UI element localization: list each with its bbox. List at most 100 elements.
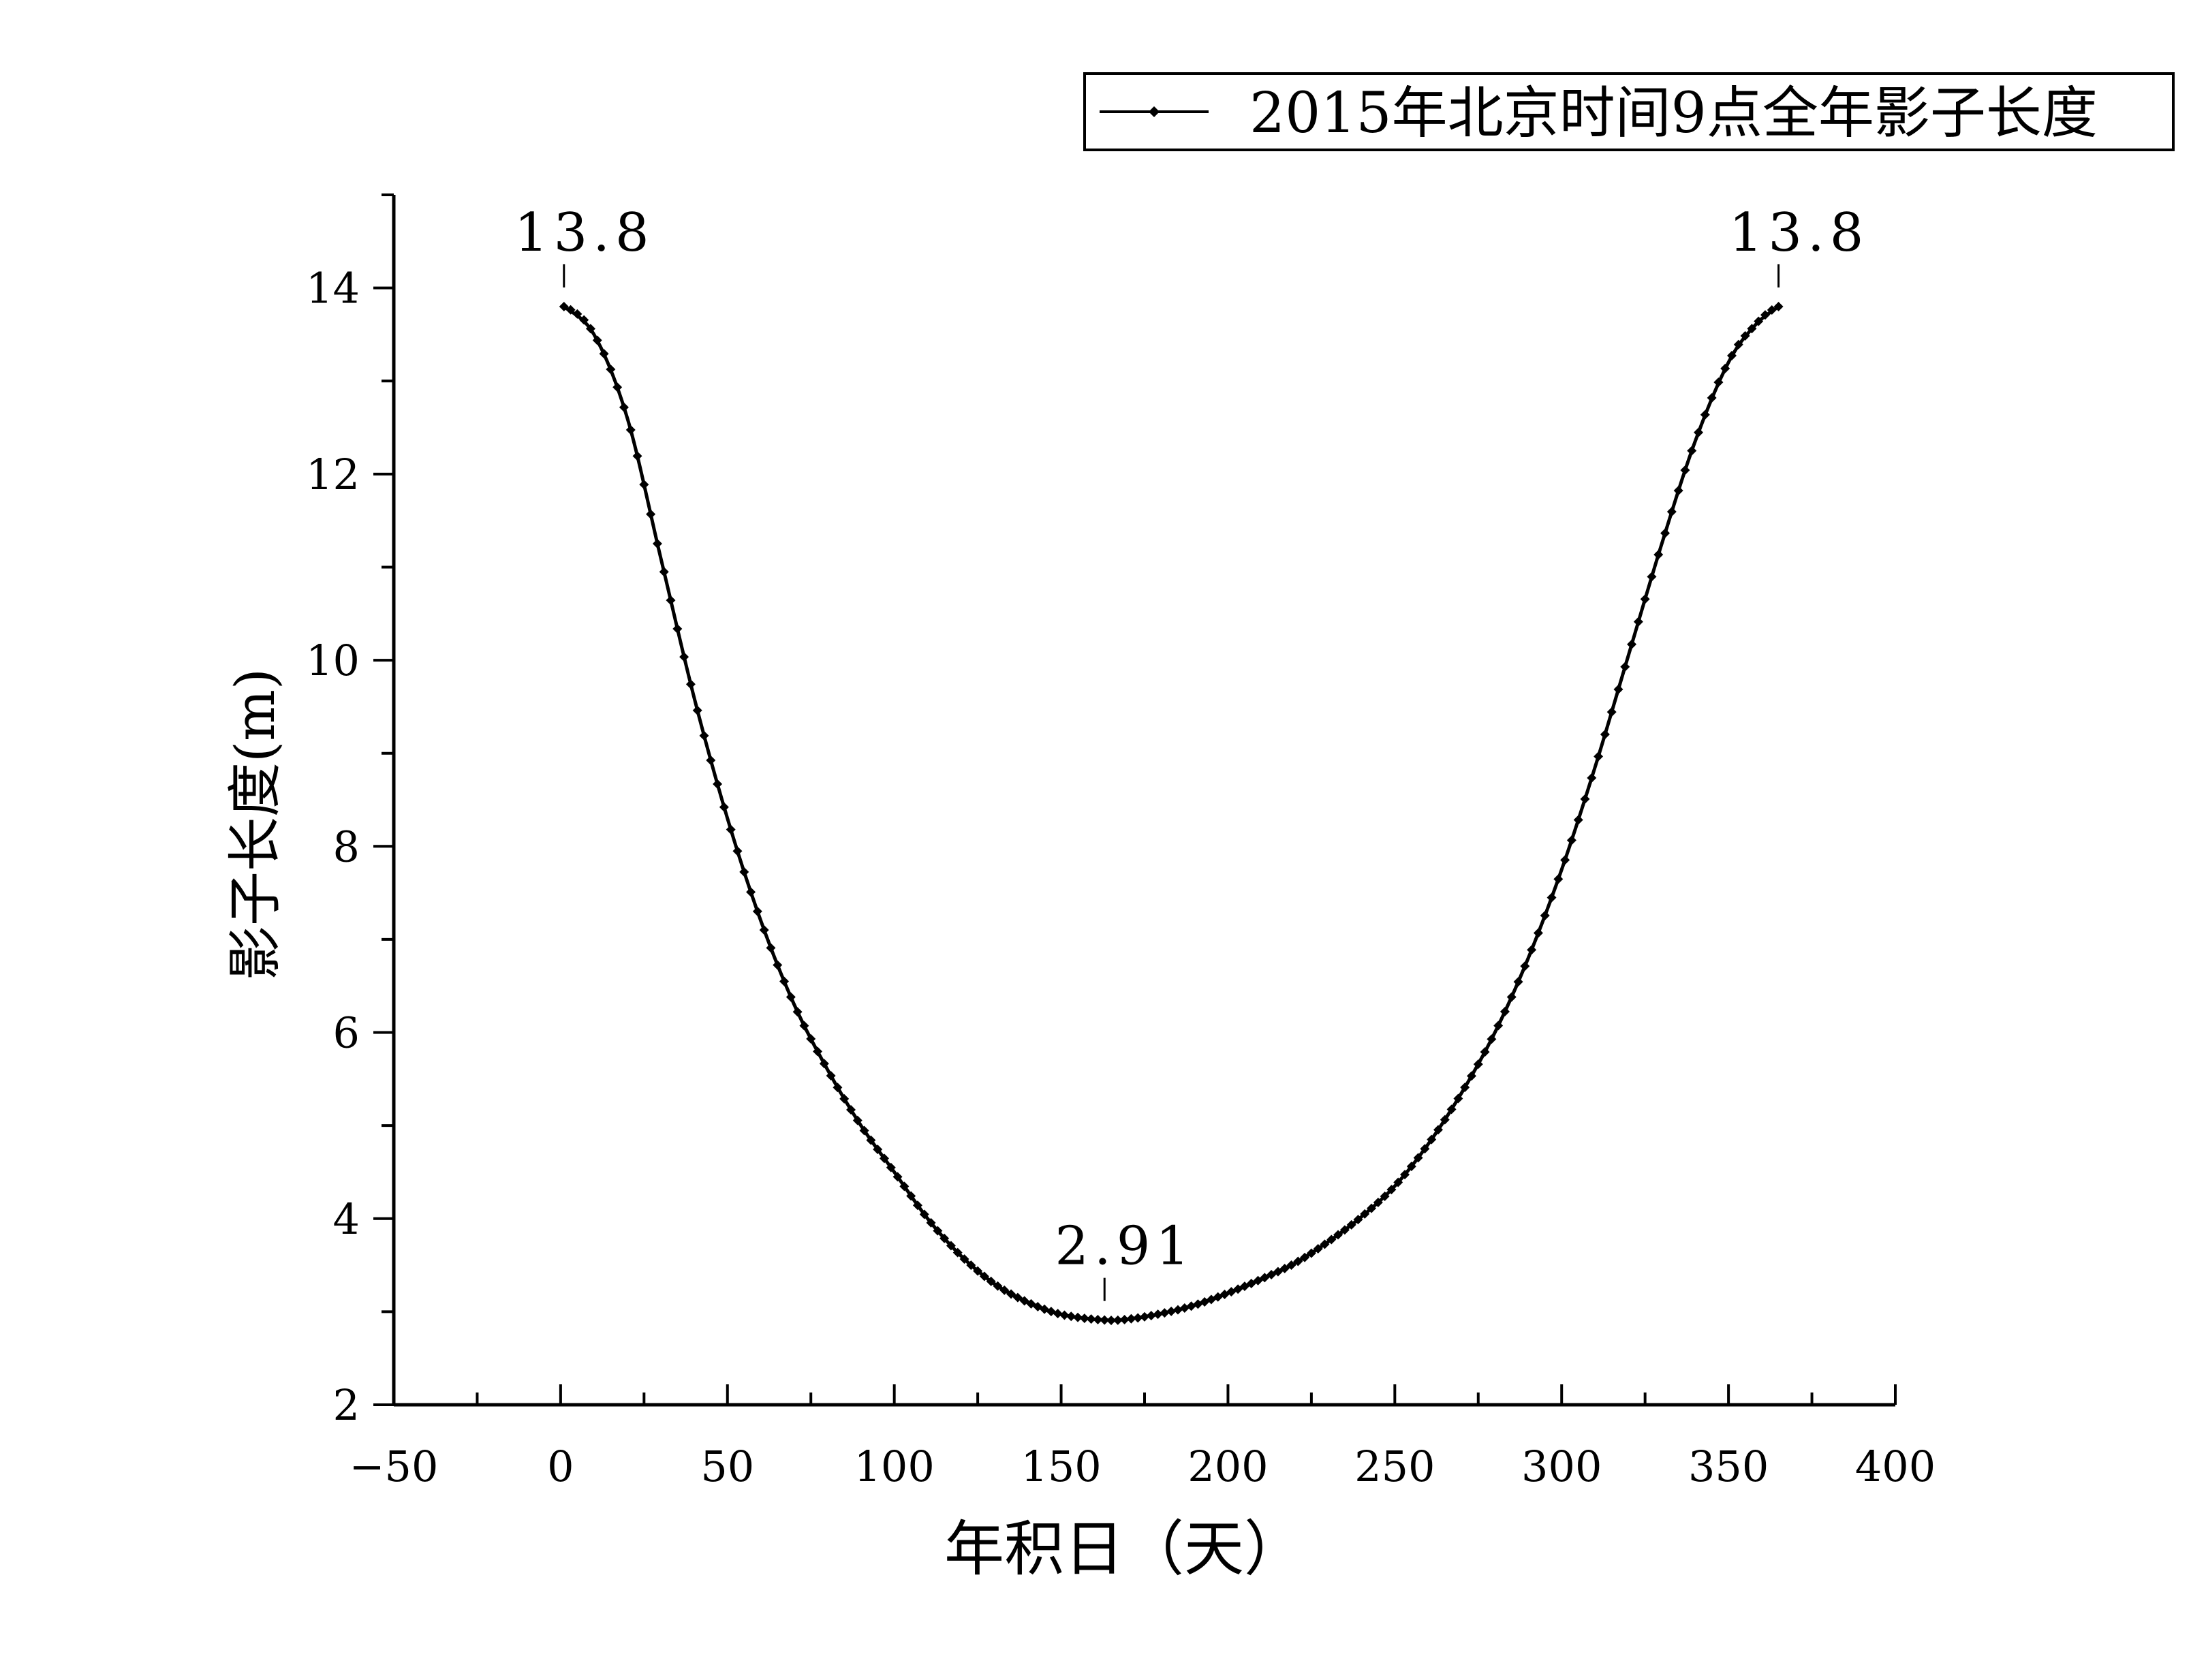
data-point-marker — [1713, 377, 1724, 388]
data-point-marker — [739, 867, 749, 877]
data-point-marker — [1019, 1296, 1029, 1306]
x-tick-label: 200 — [1187, 1442, 1268, 1491]
data-point-marker — [773, 960, 783, 970]
data-point-marker — [1053, 1309, 1063, 1319]
x-tick-label: 350 — [1688, 1442, 1769, 1491]
data-point-marker — [1260, 1273, 1270, 1283]
annotation-label: 2.91 — [1055, 1216, 1195, 1277]
data-point-marker — [1633, 617, 1643, 627]
data-point-marker — [1606, 707, 1617, 717]
data-point-marker — [1179, 1303, 1190, 1313]
data-point-marker — [806, 1033, 816, 1044]
annotation-layer: 13.8 2.91 13.8 — [514, 202, 1869, 1301]
y-tick-label: 4 — [333, 1194, 360, 1244]
data-point-marker — [1727, 350, 1737, 360]
series-layer — [559, 301, 1784, 1326]
data-point-marker — [1666, 507, 1677, 517]
data-point-marker — [946, 1241, 956, 1251]
data-point-marker — [1100, 1315, 1110, 1325]
data-point-marker — [1573, 815, 1583, 825]
x-tick-label: 100 — [854, 1442, 934, 1491]
data-point-marker — [1273, 1266, 1283, 1277]
data-point-marker — [1079, 1313, 1089, 1324]
data-point-marker — [1499, 1006, 1510, 1016]
data-point-marker — [1346, 1219, 1356, 1230]
annotation-label: 13.8 — [1729, 202, 1869, 264]
x-tick-label: 0 — [547, 1442, 574, 1491]
data-point-marker — [1360, 1209, 1370, 1219]
data-point-marker — [1680, 465, 1690, 476]
legend-box — [1083, 72, 2175, 151]
data-point-marker — [1733, 339, 1743, 349]
data-point-marker — [1380, 1191, 1390, 1201]
data-point-marker — [652, 538, 662, 548]
data-point-marker — [792, 1007, 803, 1017]
data-point-marker — [759, 925, 769, 935]
data-point-marker — [819, 1059, 829, 1069]
data-point-marker — [1300, 1252, 1310, 1262]
data-point-marker — [1373, 1198, 1383, 1208]
data-point-marker — [939, 1233, 950, 1243]
data-point-marker — [592, 335, 602, 345]
data-point-marker — [1453, 1093, 1463, 1104]
data-point-marker — [926, 1217, 936, 1228]
data-point-marker — [973, 1266, 983, 1276]
data-point-marker — [1580, 794, 1590, 804]
data-point-marker — [1153, 1309, 1163, 1320]
y-tick-label: 10 — [306, 636, 360, 685]
data-point-marker — [1527, 945, 1537, 955]
data-point-marker — [706, 755, 716, 765]
data-point-marker — [625, 425, 636, 435]
data-point-marker — [859, 1125, 869, 1136]
data-point-marker — [1420, 1144, 1430, 1154]
data-point-marker — [1620, 662, 1630, 672]
data-point-marker — [1413, 1153, 1423, 1163]
data-point-marker — [1707, 392, 1717, 403]
data-point-marker — [1433, 1125, 1444, 1135]
data-point-marker — [1166, 1306, 1177, 1316]
y-tick-label: 8 — [333, 822, 360, 871]
legend: 2015年北京时间9点全年影子长度 — [1083, 72, 2175, 151]
data-point-marker — [1720, 363, 1730, 373]
data-point-marker — [959, 1254, 969, 1264]
data-point-marker — [685, 679, 696, 689]
data-point-marker — [1673, 486, 1683, 496]
data-point-marker — [1353, 1215, 1363, 1225]
data-point-marker — [1106, 1316, 1117, 1326]
data-point-marker — [1700, 409, 1710, 420]
data-point-marker — [1320, 1239, 1330, 1249]
data-point-marker — [1613, 684, 1623, 694]
data-point-marker — [1520, 961, 1530, 971]
data-point-marker — [1640, 594, 1650, 604]
series-line — [563, 305, 1780, 1322]
x-tick-label: 300 — [1521, 1442, 1602, 1491]
data-point-marker — [679, 652, 689, 662]
data-point-marker — [993, 1281, 1003, 1291]
data-point-marker — [1367, 1203, 1377, 1213]
data-point-marker — [852, 1115, 863, 1125]
data-point-marker — [952, 1247, 963, 1258]
y-tick-label: 14 — [306, 264, 360, 313]
data-point-marker — [826, 1070, 836, 1080]
data-point-marker — [646, 509, 656, 519]
data-point-marker — [1286, 1260, 1296, 1271]
data-point-marker — [845, 1104, 856, 1115]
data-point-marker — [1119, 1314, 1130, 1324]
data-point-marker — [606, 364, 616, 375]
data-point-marker — [1246, 1279, 1256, 1289]
data-point-marker — [1446, 1104, 1457, 1115]
data-point-marker — [1587, 773, 1597, 783]
data-point-marker — [692, 705, 702, 715]
x-tick-label: 400 — [1855, 1442, 1936, 1491]
data-point-marker — [632, 451, 642, 461]
data-point-marker — [1293, 1256, 1303, 1266]
data-point-marker — [1086, 1314, 1096, 1324]
data-point-marker — [1480, 1047, 1490, 1057]
data-point-marker — [839, 1093, 850, 1104]
data-point-marker — [1160, 1308, 1170, 1318]
data-point-marker — [786, 992, 796, 1002]
data-point-marker — [1333, 1230, 1343, 1240]
data-point-marker — [1466, 1071, 1476, 1081]
